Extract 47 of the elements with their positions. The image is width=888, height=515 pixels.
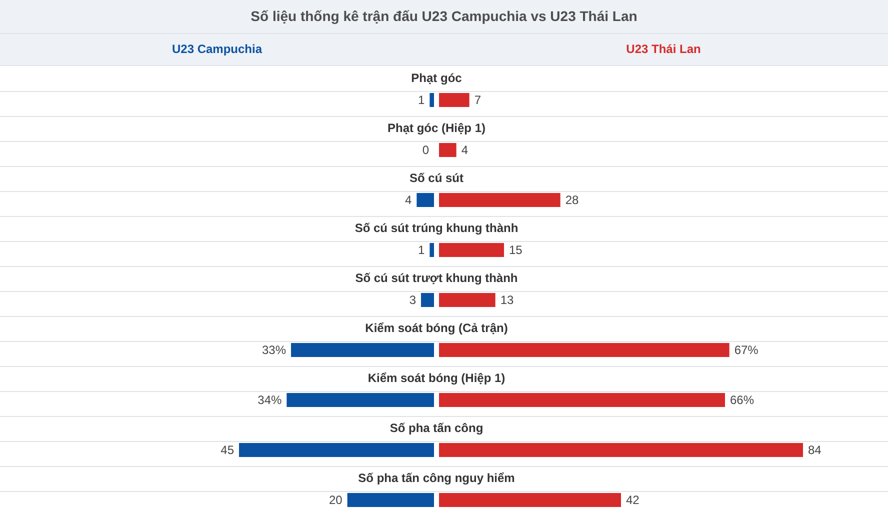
y-tick-label: Kiểm soát bóng (Hiệp 1) [368, 371, 506, 385]
data-label: 4 [404, 193, 412, 207]
data-label: 28 [565, 193, 579, 207]
bar [291, 343, 434, 357]
bar [439, 443, 803, 457]
text: U23 Campuchia [172, 42, 262, 56]
data-label: 1 [418, 93, 425, 107]
bar [239, 443, 434, 457]
bar [439, 143, 456, 157]
bar [421, 293, 434, 307]
bar [430, 93, 434, 107]
data-label: 34% [258, 393, 282, 407]
bar [347, 493, 434, 507]
y-tick-label: Số cú sút [409, 171, 464, 185]
bar [439, 93, 470, 107]
bar [430, 243, 434, 257]
bar [439, 293, 496, 307]
data-label: 13 [500, 293, 514, 307]
bar [439, 343, 730, 357]
data-label: 84 [808, 443, 822, 457]
y-tick-label: Kiểm soát bóng (Cả trận) [365, 321, 508, 335]
data-label: 15 [509, 243, 522, 257]
bar [439, 493, 621, 507]
text: U23 Thái Lan [626, 42, 701, 56]
y-tick-label: Số pha tấn công nguy hiểm [358, 471, 515, 485]
data-label: 66% [730, 393, 754, 407]
data-label: 4 [461, 143, 468, 157]
bar [416, 193, 434, 207]
data-label: 3 [409, 293, 416, 307]
bar [439, 243, 504, 257]
data-label: 7 [474, 93, 482, 107]
y-tick-label: Số pha tấn công [390, 421, 484, 435]
data-label: 1 [418, 243, 425, 257]
chart-title: Số liệu thống kê trận đấu U23 Campuchia vs U23 Thái Lan [250, 8, 638, 24]
y-tick-label: Phạt góc (Hiệp 1) [387, 121, 486, 135]
y-tick-label: Số cú sút trúng khung thành [354, 221, 518, 235]
bar [439, 193, 560, 207]
y-tick-label: Số cú sút trượt khung thành [355, 271, 518, 285]
data-label: 20 [328, 493, 342, 507]
data-label: 67% [734, 343, 758, 357]
data-label: 45 [220, 443, 234, 457]
data-label: 0 [422, 143, 429, 157]
bar [439, 393, 725, 407]
data-label: 33% [262, 343, 286, 357]
bar [286, 393, 434, 407]
data-label: 42 [626, 493, 640, 507]
y-tick-label: Phạt góc [411, 71, 462, 85]
